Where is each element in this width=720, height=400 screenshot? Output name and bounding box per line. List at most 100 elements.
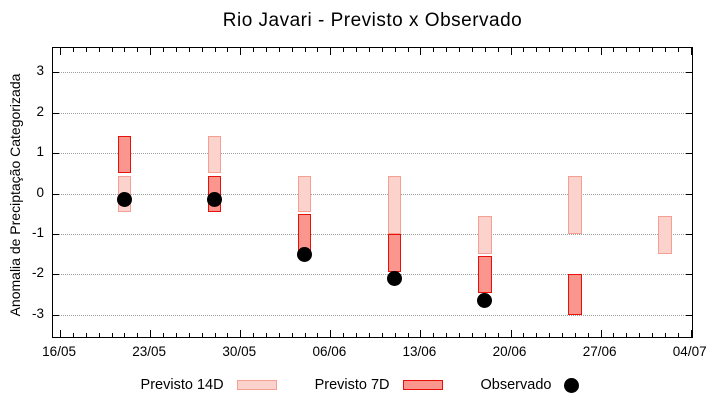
x-axis-tick-top	[175, 48, 177, 52]
x-axis-tick-top	[240, 48, 242, 55]
x-axis-tick	[253, 333, 255, 337]
legend-item-previsto-7d: Previsto 7D	[315, 377, 443, 393]
previsto-14d-bar	[207, 135, 222, 174]
y-gridline	[53, 112, 692, 114]
y-axis-tick	[53, 193, 59, 195]
x-axis-tick-top	[317, 48, 319, 52]
x-axis-tick-top	[574, 48, 576, 52]
x-axis-tick-top	[677, 48, 679, 52]
x-axis-tick	[536, 333, 538, 337]
x-axis-tick-top	[652, 48, 654, 52]
x-axis-tick-top	[60, 48, 62, 55]
y-tick-label: 1	[36, 144, 44, 160]
x-axis-tick	[459, 333, 461, 337]
previsto-7d-bar	[117, 135, 132, 174]
x-tick-label: 20/06	[492, 344, 527, 359]
x-axis-tick	[214, 333, 216, 337]
x-axis-tick-top	[201, 48, 203, 52]
x-tick-label: 06/06	[312, 344, 347, 359]
x-axis-tick-top	[536, 48, 538, 52]
y-gridline	[53, 72, 692, 74]
x-axis-tick	[317, 333, 319, 337]
x-axis-tick	[163, 333, 165, 337]
y-axis-tick	[53, 72, 59, 74]
x-tick-label: 04/07	[672, 344, 707, 359]
x-axis-tick	[690, 330, 692, 337]
x-axis-tick-top	[523, 48, 525, 52]
x-axis-tick	[613, 333, 615, 337]
previsto-14d-bar	[297, 176, 312, 212]
x-axis-tick	[111, 333, 113, 337]
x-axis-tick	[85, 333, 87, 337]
x-axis-tick	[330, 330, 332, 337]
x-axis-tick-top	[253, 48, 255, 52]
previsto-14d-bar	[478, 215, 492, 255]
observado-dot-swatch	[564, 377, 580, 393]
y-axis-tick-right	[686, 233, 692, 235]
chart-title: Rio Javari - Previsto x Observado	[222, 10, 523, 31]
x-axis-tick	[291, 333, 293, 337]
x-axis-tick	[484, 333, 486, 337]
legend: Previsto 14D Previsto 7D Observado	[0, 373, 720, 397]
x-axis-tick-top	[291, 48, 293, 52]
x-tick-label: 16/05	[42, 344, 76, 359]
y-tick-label: -1	[31, 224, 44, 240]
previsto-7d-bar	[297, 213, 312, 252]
x-tick-label: 27/06	[582, 344, 617, 359]
y-axis-tick-right	[686, 314, 692, 316]
x-axis-tick-top	[446, 48, 448, 52]
x-axis-tick	[407, 333, 409, 337]
x-axis-tick-top	[72, 48, 74, 52]
y-tick-label: 3	[36, 63, 44, 79]
x-axis-tick	[343, 333, 345, 337]
legend-item-observado: Observado	[481, 377, 580, 393]
x-axis-tick-top	[368, 48, 370, 52]
x-axis-tick	[626, 333, 628, 337]
x-tick-label: 23/05	[132, 344, 167, 359]
y-axis-tick-right	[686, 274, 692, 276]
x-axis-tick	[266, 333, 267, 337]
x-axis-tick-top	[356, 48, 358, 52]
previsto-7d-swatch	[402, 380, 443, 390]
y-gridline	[53, 274, 692, 276]
x-axis-tick-top	[407, 48, 409, 52]
x-axis-tick-top	[124, 48, 126, 52]
x-axis-tick	[60, 330, 62, 337]
legend-label-previsto-7d: Previsto 7D	[314, 377, 390, 393]
x-axis-tick-top	[613, 48, 615, 52]
x-axis-tick-top	[664, 48, 666, 52]
y-tick-label: 0	[36, 184, 44, 200]
x-axis-tick	[188, 333, 190, 337]
observado-point	[297, 246, 313, 262]
x-axis-tick-top	[266, 48, 267, 52]
x-axis-tick	[98, 333, 100, 337]
observado-point	[116, 192, 132, 208]
x-axis-tick	[394, 333, 396, 337]
x-axis-tick-top	[497, 48, 499, 52]
observado-point	[387, 270, 403, 286]
x-axis-tick	[600, 330, 602, 337]
previsto-14d-bar	[568, 176, 582, 234]
x-axis-tick	[420, 330, 422, 337]
x-axis-tick-top	[214, 48, 216, 52]
legend-label-observado: Observado	[480, 377, 552, 393]
y-tick-label: -2	[31, 265, 44, 281]
y-axis-tick-right	[686, 153, 692, 155]
y-gridline	[53, 233, 692, 235]
x-axis-tick	[124, 333, 126, 337]
previsto-14d-bar	[387, 176, 402, 234]
x-axis-tick	[497, 333, 499, 337]
x-axis-tick	[72, 333, 74, 337]
x-axis-tick-top	[188, 48, 190, 52]
x-axis-tick-top	[690, 48, 692, 55]
x-axis-tick-top	[163, 48, 165, 52]
x-axis-tick-top	[137, 48, 139, 52]
x-axis-tick	[652, 333, 654, 337]
legend-item-previsto-14d: Previsto 14D	[141, 377, 277, 393]
previsto-14d-bar	[658, 215, 672, 255]
x-tick-label: 13/06	[402, 344, 437, 359]
x-axis-tick	[240, 330, 242, 337]
legend-label-previsto-14d: Previsto 14D	[140, 377, 224, 393]
x-axis-tick-top	[227, 48, 229, 52]
x-axis-tick-top	[420, 48, 422, 55]
